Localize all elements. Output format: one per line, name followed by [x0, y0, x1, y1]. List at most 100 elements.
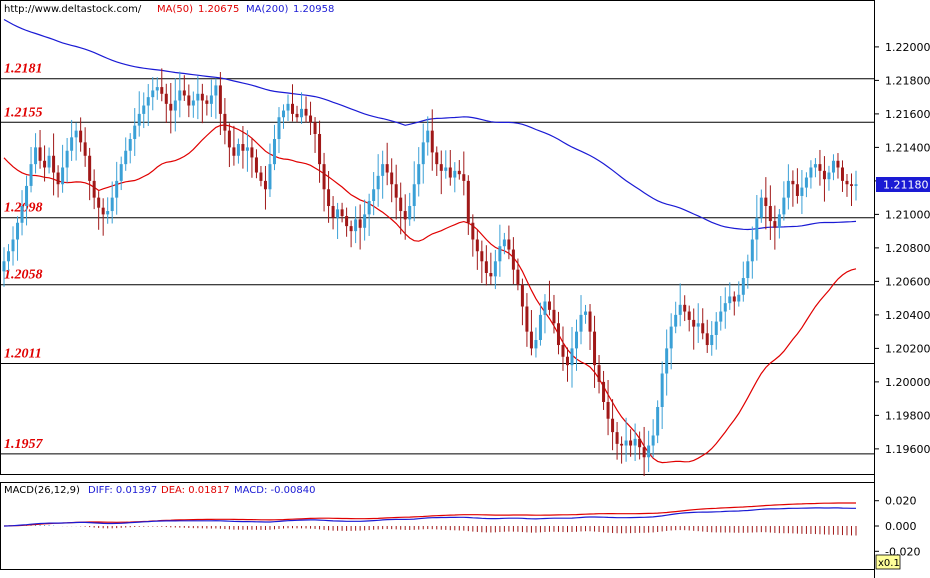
- candle-body: [507, 239, 511, 250]
- candle-body: [2, 261, 6, 272]
- candle-body: [606, 401, 610, 419]
- candle-body: [345, 216, 349, 227]
- candle-body: [453, 170, 457, 178]
- candle-body: [750, 239, 754, 262]
- price-tick-label: 1.21400: [885, 141, 930, 154]
- candle-body: [516, 269, 520, 285]
- candlestick-series: [2, 68, 858, 476]
- candle-body: [525, 306, 529, 332]
- candle-body: [633, 438, 637, 446]
- candle-body: [786, 180, 790, 198]
- candle-body: [773, 221, 777, 228]
- candle-body: [309, 115, 313, 123]
- candle-body: [565, 356, 569, 366]
- candle-body: [151, 90, 155, 98]
- candle-body: [412, 184, 416, 207]
- candle-body: [263, 180, 267, 190]
- candle-body: [155, 87, 159, 91]
- price-tick-label: 1.21800: [885, 74, 930, 87]
- candle-body: [182, 90, 186, 96]
- candle-body: [300, 108, 304, 118]
- candle-body: [656, 407, 660, 436]
- candle-body: [728, 296, 732, 304]
- candle-body: [584, 311, 588, 315]
- level-label: 1.2155: [4, 105, 43, 120]
- candle-body: [556, 323, 560, 346]
- level-label: 1.2011: [4, 346, 42, 361]
- candle-body: [205, 100, 209, 104]
- candle-body: [61, 167, 65, 185]
- price-tick-label: 1.21600: [885, 108, 930, 121]
- candle-body: [651, 435, 655, 446]
- macd-axis-ticks: 0.0200.000-0.020: [874, 495, 920, 558]
- candle-body: [768, 206, 772, 222]
- candle-body: [408, 206, 412, 220]
- candle-body: [214, 85, 218, 96]
- candle-body: [29, 164, 33, 186]
- candle-body: [836, 160, 840, 168]
- candle-body: [106, 211, 110, 215]
- candle-body: [782, 197, 786, 215]
- candle-body: [638, 438, 642, 448]
- candle-body: [236, 144, 240, 156]
- candle-body: [331, 206, 335, 218]
- price-tick-label: 1.19800: [885, 409, 930, 422]
- price-tick-label: 1.20200: [885, 342, 930, 355]
- candle-body: [128, 139, 132, 151]
- macd-tick-label: 0.000: [885, 520, 917, 533]
- candle-body: [421, 142, 425, 165]
- candle-body: [83, 142, 87, 156]
- candle-body: [313, 122, 317, 134]
- candle-body: [52, 155, 56, 173]
- candle-body: [164, 93, 168, 104]
- candle-body: [439, 164, 443, 171]
- candle-body: [561, 345, 565, 357]
- candle-body: [692, 319, 696, 327]
- candle-body: [92, 180, 96, 198]
- candle-body: [764, 197, 768, 207]
- candle-body: [687, 311, 691, 320]
- candle-body: [169, 103, 173, 111]
- price-panel-frame: [0, 0, 875, 475]
- candle-body: [218, 85, 222, 114]
- candle-body: [119, 164, 123, 181]
- candle-body: [43, 160, 47, 168]
- scale-box: [875, 554, 901, 570]
- candle-body: [304, 108, 308, 116]
- candle-body: [232, 147, 236, 156]
- candle-body: [245, 147, 249, 151]
- candle-body: [124, 150, 128, 165]
- candle-body: [849, 184, 853, 186]
- candle-body: [480, 251, 484, 262]
- candle-body: [629, 440, 633, 446]
- candle-body: [705, 333, 709, 346]
- candle-body: [277, 117, 281, 140]
- candle-body: [223, 113, 227, 131]
- candle-body: [110, 197, 114, 212]
- candle-body: [133, 125, 137, 140]
- candle-body: [502, 239, 506, 247]
- price-tick-label: 1.20600: [885, 275, 930, 288]
- candle-body: [381, 164, 385, 176]
- candle-body: [363, 214, 367, 228]
- candle-body: [534, 340, 538, 349]
- candle-body: [597, 365, 601, 382]
- candle-body: [187, 95, 191, 106]
- candle-body: [800, 187, 804, 196]
- candle-body: [620, 443, 624, 446]
- site-label: http://www.deltastock.com/: [4, 4, 142, 15]
- candle-body: [291, 103, 295, 114]
- candle-body: [137, 113, 141, 126]
- diff-label: DIFF: 0.01397: [88, 485, 157, 496]
- candle-body: [719, 311, 723, 322]
- candle-body: [286, 103, 290, 111]
- candle-body: [854, 184, 858, 186]
- candle-body: [11, 239, 15, 252]
- candle-body: [259, 172, 263, 181]
- candle-body: [399, 197, 403, 212]
- candle-body: [101, 207, 105, 215]
- candle-body: [65, 150, 69, 168]
- candle-body: [804, 177, 808, 188]
- candle-body: [475, 239, 479, 252]
